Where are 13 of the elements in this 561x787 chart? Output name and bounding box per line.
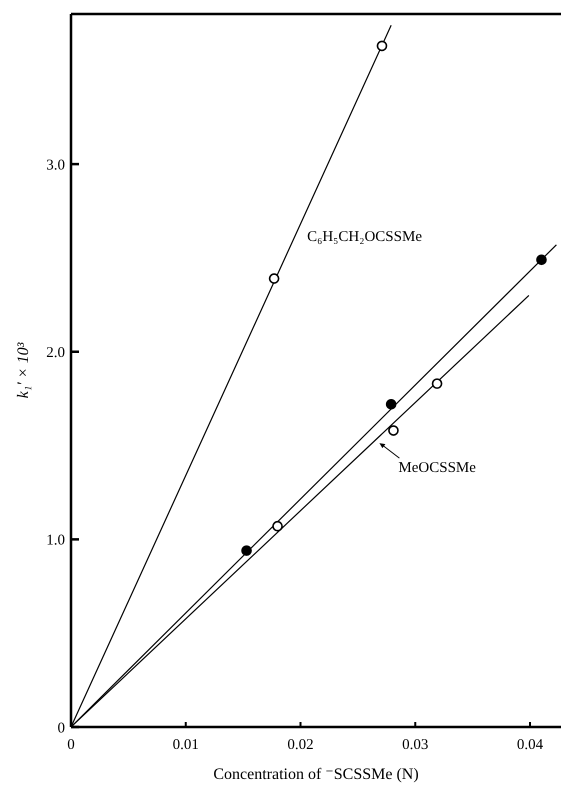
y-axis-title: k₁′ × 10³ <box>15 342 32 398</box>
y-tick-label: 2.0 <box>46 344 65 361</box>
y-tick-label: 3.0 <box>46 157 65 174</box>
x-tick-label: 0.01 <box>172 737 199 753</box>
series-label: C₆H₅CH₂OCSSMe <box>307 229 422 246</box>
x-axis-title: Concentration of ⁻SCSSMe (N) <box>213 766 419 783</box>
x-tick-label: 0.02 <box>287 737 314 753</box>
x-tick-label: 0 <box>67 737 75 753</box>
x-tick-label: 0.04 <box>516 737 544 753</box>
y-tick-label: 0 <box>58 720 65 736</box>
y-tick-label: 1.0 <box>46 532 65 549</box>
legend-label: MeOCSSMe <box>398 460 476 476</box>
x-tick-label: 0.03 <box>402 737 428 753</box>
